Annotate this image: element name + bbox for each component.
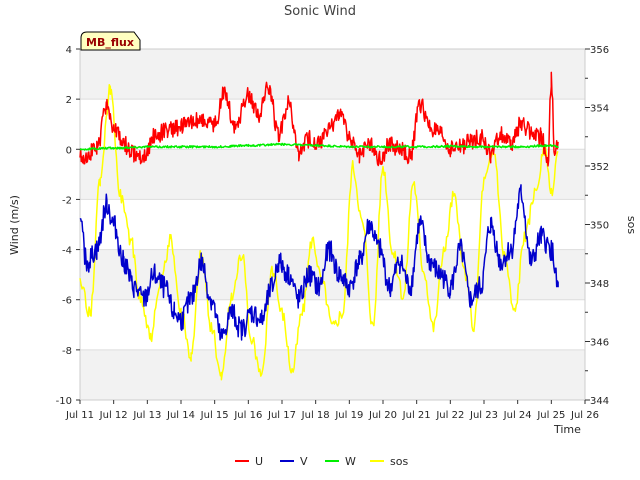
legend-label-u: U (255, 455, 263, 468)
y-right-tick-label: 352 (590, 162, 609, 173)
y-right-tick-label: 350 (590, 221, 609, 232)
site-badge: MB_flux (80, 31, 141, 51)
y-right-tick-label: 346 (590, 338, 609, 349)
badge-text: MB_flux (86, 36, 134, 49)
x-axis-label: Time (553, 423, 581, 436)
y-left-tick-label: -8 (62, 346, 72, 357)
y-left-tick-label: 0 (66, 145, 72, 156)
series-line-u (79, 71, 559, 167)
x-tick-label: Jul 11 (65, 410, 94, 421)
x-axis-ticks: Jul 11 Jul 12 Jul 13 Jul 14 Jul 15 Jul 16 Jul … (65, 400, 599, 421)
y-axis-left-label: Wind (m/s) (8, 195, 21, 255)
y-axis-right-ticks: 344 346 348 350 352 354 356 (585, 45, 609, 407)
y-left-tick-label: -4 (62, 246, 72, 257)
y-left-tick-label: 2 (66, 95, 72, 106)
grid-band (80, 149, 585, 200)
y-left-tick-label: -6 (62, 296, 72, 307)
x-tick-label: Jul 25 (536, 410, 565, 421)
series-line-sos (79, 84, 559, 381)
x-tick-label: Jul 24 (503, 410, 532, 421)
x-tick-label: Jul 23 (469, 410, 498, 421)
y-right-tick-label: 344 (590, 396, 609, 407)
x-tick-label: Jul 21 (402, 410, 431, 421)
grid-band (80, 349, 585, 400)
legend-label-sos: sos (390, 455, 408, 468)
legend-label-v: V (300, 455, 308, 468)
chart-title: Sonic Wind (284, 4, 356, 19)
series-line-w (79, 142, 559, 151)
grid-lines (80, 48, 585, 401)
grid-band (80, 49, 585, 100)
grid-bands (80, 49, 585, 400)
y-right-tick-label: 348 (590, 279, 609, 290)
x-tick-label: Jul 14 (166, 410, 195, 421)
x-tick-label: Jul 15 (200, 410, 229, 421)
x-tick-label: Jul 18 (301, 410, 330, 421)
series-layer (79, 71, 559, 381)
y-left-tick-label: -10 (56, 396, 72, 407)
x-tick-label: Jul 20 (368, 410, 397, 421)
legend-label-w: W (345, 455, 356, 468)
series-line-v (79, 184, 559, 341)
x-tick-label: Jul 13 (132, 410, 161, 421)
y-right-tick-label: 354 (590, 104, 609, 115)
x-tick-label: Jul 16 (233, 410, 262, 421)
x-tick-label: Jul 22 (435, 410, 464, 421)
x-tick-label: Jul 26 (570, 410, 599, 421)
y-left-tick-label: 4 (66, 45, 72, 56)
y-axis-left-ticks: -10 -8 -6 -4 -2 0 2 4 (56, 45, 80, 407)
y-axis-right-label: sos (625, 216, 638, 234)
badge-shape (80, 31, 141, 51)
x-tick-label: Jul 17 (267, 410, 296, 421)
x-tick-label: Jul 12 (99, 410, 128, 421)
y-right-tick-label: 356 (590, 45, 609, 56)
plot-frame (79, 48, 586, 401)
y-left-tick-label: -2 (62, 195, 72, 206)
x-tick-label: Jul 19 (334, 410, 363, 421)
